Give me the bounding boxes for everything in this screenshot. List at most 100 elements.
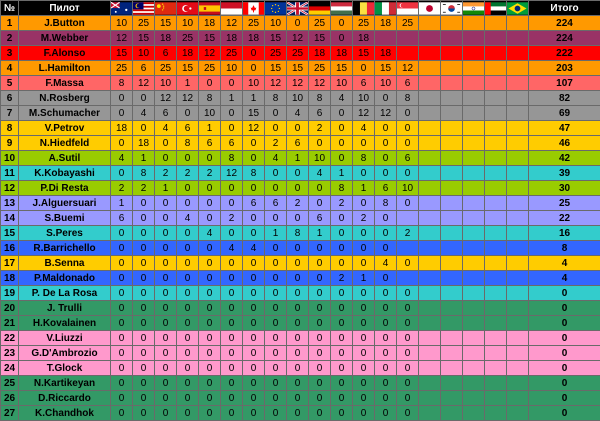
race-points-cell: 0 xyxy=(243,361,265,376)
race-points-cell: 0 xyxy=(243,391,265,406)
race-points-cell: 0 xyxy=(199,316,221,331)
belgium-flag-icon xyxy=(353,1,375,16)
race-points-cell: 4 xyxy=(221,241,243,256)
race-points-cell xyxy=(397,46,419,61)
pilot-name-cell: A.Sutil xyxy=(19,151,111,166)
race-points-cell: 0 xyxy=(287,211,309,226)
race-points-cell xyxy=(419,151,441,166)
race-points-cell: 0 xyxy=(309,346,331,361)
race-points-cell: 0 xyxy=(199,346,221,361)
race-points-cell: 0 xyxy=(155,406,177,421)
pilot-name-cell: N.Hiedfeld xyxy=(19,136,111,151)
race-points-cell: 6 xyxy=(155,106,177,121)
race-points-cell: 4 xyxy=(331,91,353,106)
race-points-cell: 0 xyxy=(353,406,375,421)
position-cell: 16 xyxy=(1,241,19,256)
race-points-cell xyxy=(419,331,441,346)
race-points-cell: 10 xyxy=(375,76,397,91)
race-points-cell: 0 xyxy=(353,346,375,361)
total-points-cell: 0 xyxy=(529,391,600,406)
race-points-cell: 0 xyxy=(111,391,133,406)
race-points-cell xyxy=(419,136,441,151)
race-points-cell: 8 xyxy=(111,76,133,91)
race-points-cell xyxy=(485,331,507,346)
race-points-cell xyxy=(441,151,463,166)
race-points-cell xyxy=(507,316,529,331)
race-points-cell: 12 xyxy=(265,76,287,91)
race-points-cell xyxy=(485,346,507,361)
race-points-cell xyxy=(419,301,441,316)
race-points-cell: 8 xyxy=(353,151,375,166)
race-points-cell xyxy=(463,46,485,61)
race-points-cell: 0 xyxy=(397,121,419,136)
pilot-name-cell: M.Webber xyxy=(19,31,111,46)
race-points-cell xyxy=(507,241,529,256)
race-points-cell: 6 xyxy=(265,196,287,211)
race-points-cell: 2 xyxy=(133,181,155,196)
race-points-cell: 6 xyxy=(397,151,419,166)
race-points-cell: 0 xyxy=(199,376,221,391)
race-points-cell: 4 xyxy=(155,121,177,136)
race-points-cell: 6 xyxy=(309,106,331,121)
race-points-cell: 4 xyxy=(353,121,375,136)
race-points-cell: 0 xyxy=(309,196,331,211)
race-points-cell: 0 xyxy=(331,136,353,151)
race-points-cell: 0 xyxy=(287,286,309,301)
pilot-name-cell: T.Glock xyxy=(19,361,111,376)
race-points-cell: 0 xyxy=(397,136,419,151)
race-points-cell: 0 xyxy=(331,31,353,46)
race-points-cell: 0 xyxy=(199,406,221,421)
race-points-cell xyxy=(463,106,485,121)
race-points-cell: 25 xyxy=(265,46,287,61)
race-points-cell: 15 xyxy=(199,31,221,46)
race-points-cell: 6 xyxy=(287,136,309,151)
race-points-cell xyxy=(463,181,485,196)
total-points-cell: 0 xyxy=(529,331,600,346)
race-points-cell: 0 xyxy=(309,181,331,196)
position-cell: 11 xyxy=(1,166,19,181)
race-points-cell: 0 xyxy=(397,106,419,121)
pilot-name-cell: J.Alguersuari xyxy=(19,196,111,211)
race-points-cell: 0 xyxy=(155,256,177,271)
race-points-cell xyxy=(441,196,463,211)
race-points-cell: 0 xyxy=(177,256,199,271)
race-points-cell: 0 xyxy=(221,316,243,331)
race-points-cell: 0 xyxy=(221,196,243,211)
race-points-cell: 0 xyxy=(309,406,331,421)
race-points-cell: 2 xyxy=(155,166,177,181)
position-cell: 19 xyxy=(1,286,19,301)
race-points-cell xyxy=(441,91,463,106)
race-points-cell: 0 xyxy=(221,406,243,421)
race-points-cell: 0 xyxy=(243,136,265,151)
race-points-cell: 15 xyxy=(133,31,155,46)
race-points-cell xyxy=(485,256,507,271)
pilot-name-cell: F.Massa xyxy=(19,76,111,91)
race-points-cell: 0 xyxy=(309,256,331,271)
europe-flag-icon xyxy=(265,1,287,16)
australia-flag-icon xyxy=(111,1,133,16)
race-points-cell xyxy=(463,256,485,271)
pilot-name-cell: J. Trulli xyxy=(19,301,111,316)
race-points-cell: 0 xyxy=(397,196,419,211)
race-points-cell: 0 xyxy=(287,121,309,136)
race-points-cell: 0 xyxy=(331,16,353,31)
race-points-cell: 10 xyxy=(221,61,243,76)
race-points-cell xyxy=(507,271,529,286)
total-points-cell: 0 xyxy=(529,376,600,391)
race-points-cell xyxy=(441,76,463,91)
total-points-cell: 0 xyxy=(529,286,600,301)
race-points-cell: 6 xyxy=(309,211,331,226)
race-points-cell: 18 xyxy=(133,136,155,151)
race-points-cell xyxy=(419,406,441,421)
race-points-cell: 0 xyxy=(243,151,265,166)
race-points-cell xyxy=(419,196,441,211)
race-points-cell: 0 xyxy=(133,271,155,286)
race-points-cell: 0 xyxy=(375,166,397,181)
race-points-cell: 1 xyxy=(177,76,199,91)
race-points-cell xyxy=(507,406,529,421)
race-points-cell: 0 xyxy=(265,346,287,361)
race-points-cell xyxy=(507,196,529,211)
